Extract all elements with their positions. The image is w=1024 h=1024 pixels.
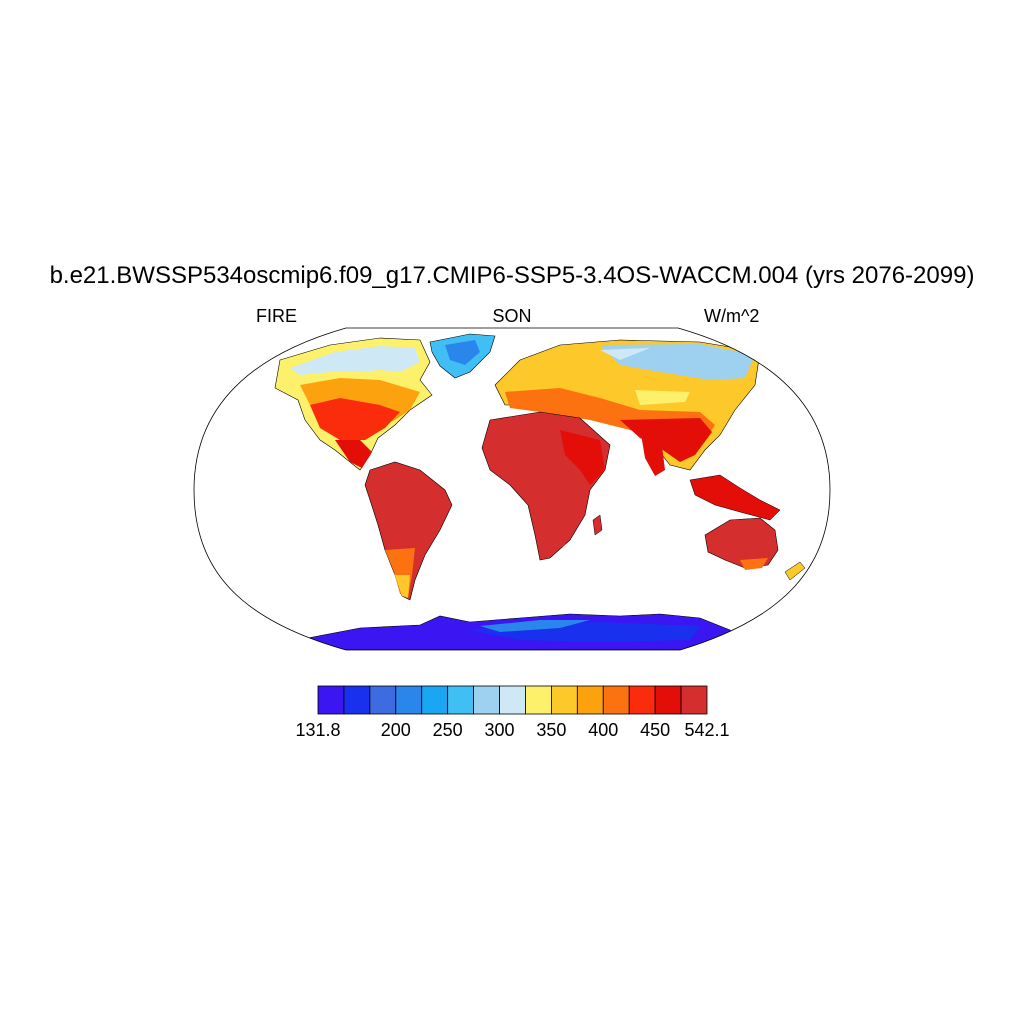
- colorbar-box: [343, 685, 371, 715]
- colorbar-tick-label: 350: [536, 720, 566, 740]
- colorbar-box: [421, 685, 449, 715]
- colorbar-box: [551, 685, 578, 715]
- plot-title: b.e21.BWSSP534oscmip6.f09_g17.CMIP6-SSP5…: [49, 262, 975, 289]
- north-america: [274, 337, 433, 471]
- colorbar-boxes: [317, 685, 708, 715]
- season-label: SON: [492, 306, 532, 326]
- colorbar-tick-label: 450: [640, 720, 670, 740]
- colorbar-box: [525, 685, 552, 715]
- madagascar: [592, 514, 603, 536]
- colorbar-box: [499, 685, 526, 715]
- greenland: [429, 333, 496, 379]
- variable-label: FIRE: [256, 306, 298, 326]
- australia: [704, 517, 779, 570]
- colorbar-tick-label: 300: [485, 720, 515, 740]
- africa: [481, 411, 611, 561]
- colorbar-box: [447, 685, 474, 715]
- colorbar-box: [395, 685, 423, 715]
- colorbar-box: [369, 685, 397, 715]
- colorbar-box: [602, 685, 630, 715]
- southeast-asia-islands: [689, 474, 781, 521]
- colorbar-box: [680, 685, 708, 715]
- new-zealand: [784, 561, 806, 581]
- colorbar-labels: 131.8 200 250 300 350 400 450 542.1: [295, 720, 729, 740]
- colorbar-box: [473, 685, 500, 715]
- colorbar-tick-label: 400: [588, 720, 618, 740]
- south-america: [364, 461, 453, 601]
- colorbar-tick-label: 131.8: [295, 720, 340, 740]
- map-border: [193, 327, 831, 651]
- colorbar-tick-label: 250: [433, 720, 463, 740]
- colorbar-box: [628, 685, 656, 715]
- colorbar-box: [576, 685, 604, 715]
- eurasia: [494, 339, 761, 476]
- colorbar-box: [317, 685, 345, 715]
- units-label: W/m^2: [704, 306, 760, 326]
- colorbar-tick-label: 200: [381, 720, 411, 740]
- colorbar-tick-label: 542.1: [684, 720, 729, 740]
- colorbar-box: [654, 685, 682, 715]
